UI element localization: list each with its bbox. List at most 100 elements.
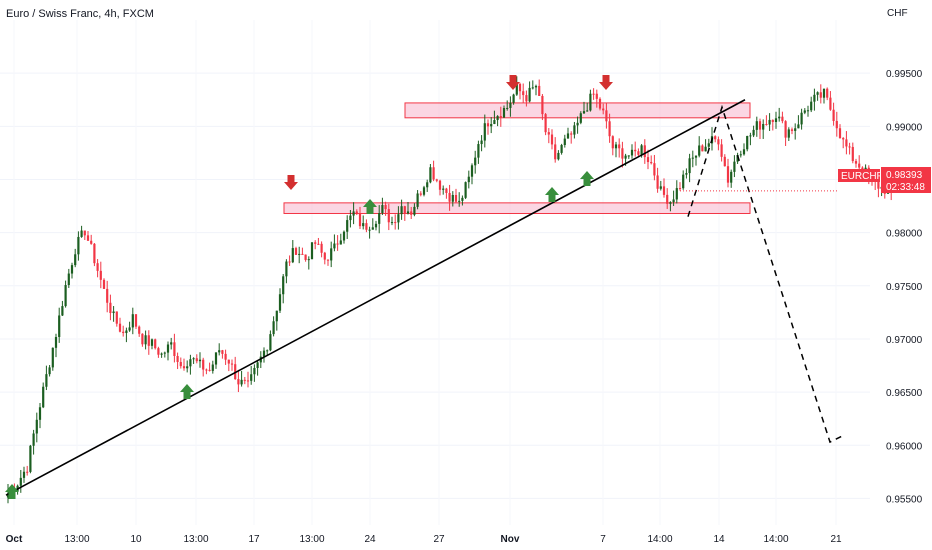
candle-body bbox=[339, 240, 342, 245]
chart-title: Euro / Swiss Franc, 4h, FXCM bbox=[6, 8, 154, 20]
candle-body bbox=[826, 88, 829, 98]
candle-body bbox=[624, 155, 627, 159]
candle-body bbox=[70, 265, 74, 274]
x-tick-label: Oct bbox=[6, 534, 23, 545]
projection-path[interactable] bbox=[687, 104, 846, 444]
candle-body bbox=[150, 339, 154, 346]
candle-body bbox=[243, 379, 246, 381]
candle-body bbox=[704, 146, 707, 152]
candle-body bbox=[512, 94, 515, 103]
candle-body bbox=[477, 144, 480, 158]
candle-body bbox=[781, 116, 784, 122]
candle-body bbox=[77, 236, 80, 255]
candle-body bbox=[333, 243, 336, 249]
candle-body bbox=[509, 102, 512, 108]
x-tick-label: Nov bbox=[501, 534, 520, 545]
candle-body bbox=[275, 310, 278, 322]
candle-body bbox=[739, 154, 742, 156]
candle-body bbox=[694, 155, 698, 158]
candle-body bbox=[400, 206, 403, 215]
candle-body bbox=[467, 176, 470, 183]
candle-body bbox=[445, 188, 448, 193]
candle-body bbox=[787, 129, 790, 138]
candle-body bbox=[317, 243, 320, 245]
candle-body bbox=[51, 347, 54, 368]
candle-body bbox=[294, 248, 298, 255]
candle-body bbox=[192, 358, 195, 360]
candle-body bbox=[128, 327, 131, 331]
candle-body bbox=[666, 194, 669, 204]
candle-body bbox=[806, 110, 810, 112]
candle-body bbox=[272, 321, 275, 335]
candle-body bbox=[858, 163, 861, 168]
support-zone[interactable] bbox=[283, 202, 751, 214]
x-tick-label: 13:00 bbox=[64, 534, 89, 545]
drawings bbox=[5, 99, 846, 496]
candle-body bbox=[570, 133, 573, 135]
candle-body bbox=[48, 367, 51, 375]
x-tick-label: 13:00 bbox=[183, 534, 208, 545]
candle-body bbox=[208, 369, 211, 371]
candle-body bbox=[832, 109, 835, 121]
candle-body bbox=[586, 110, 589, 112]
candle-body bbox=[342, 231, 346, 241]
candle-body bbox=[125, 330, 128, 334]
y-tick-label: 0.98000 bbox=[886, 229, 923, 240]
x-tick-label: 10 bbox=[130, 534, 142, 545]
candle-body bbox=[6, 493, 10, 498]
candle-body bbox=[61, 306, 64, 316]
candle-body bbox=[576, 122, 579, 126]
candle-body bbox=[566, 133, 570, 139]
candle-body bbox=[278, 294, 282, 311]
candle-body bbox=[362, 223, 365, 227]
candle-body bbox=[202, 359, 205, 370]
candle-body bbox=[323, 252, 326, 260]
candle-body bbox=[45, 374, 48, 387]
candle-body bbox=[650, 162, 653, 164]
candle-body bbox=[416, 193, 419, 207]
candle-body bbox=[845, 139, 848, 147]
candle-body bbox=[730, 171, 733, 183]
candle-body bbox=[138, 326, 141, 334]
candle-body bbox=[758, 121, 762, 130]
trendline[interactable] bbox=[5, 99, 746, 496]
candle-body bbox=[42, 386, 45, 408]
candle-body bbox=[387, 209, 390, 223]
badge-countdown: 02:33:48 bbox=[886, 182, 925, 193]
candle-body bbox=[304, 254, 307, 260]
candle-body bbox=[368, 229, 371, 231]
candle-body bbox=[691, 157, 694, 159]
candle-body bbox=[74, 254, 77, 266]
candle-body bbox=[221, 350, 224, 354]
resistance-zone[interactable] bbox=[404, 102, 751, 119]
candle-body bbox=[851, 146, 854, 162]
candle-body bbox=[282, 276, 285, 295]
candle-body bbox=[365, 223, 368, 230]
candle-body bbox=[314, 242, 317, 244]
candle-body bbox=[531, 87, 534, 89]
price-axis: 0.995000.990000.985000.980000.975000.970… bbox=[886, 69, 923, 505]
candle-body bbox=[458, 200, 461, 202]
candle-body bbox=[390, 222, 394, 224]
candle-body bbox=[246, 380, 250, 382]
candle-body bbox=[118, 323, 122, 332]
candle-body bbox=[435, 179, 438, 181]
candle-body bbox=[454, 194, 458, 202]
candle-body bbox=[413, 206, 416, 215]
candle-body bbox=[205, 369, 208, 371]
candle-body bbox=[64, 285, 67, 307]
candle-body bbox=[144, 335, 147, 345]
x-tick-label: 13:00 bbox=[299, 534, 324, 545]
candle-body bbox=[720, 144, 723, 157]
candle-body bbox=[842, 138, 845, 140]
candle-body bbox=[563, 138, 566, 145]
candle-body bbox=[678, 188, 682, 190]
arrow-down-icon bbox=[284, 175, 298, 190]
candle-body bbox=[96, 263, 99, 271]
candle-body bbox=[461, 197, 464, 201]
candle-body bbox=[176, 355, 179, 362]
candle-body bbox=[32, 433, 35, 446]
candle-body bbox=[198, 359, 202, 362]
candle-body bbox=[659, 186, 662, 189]
